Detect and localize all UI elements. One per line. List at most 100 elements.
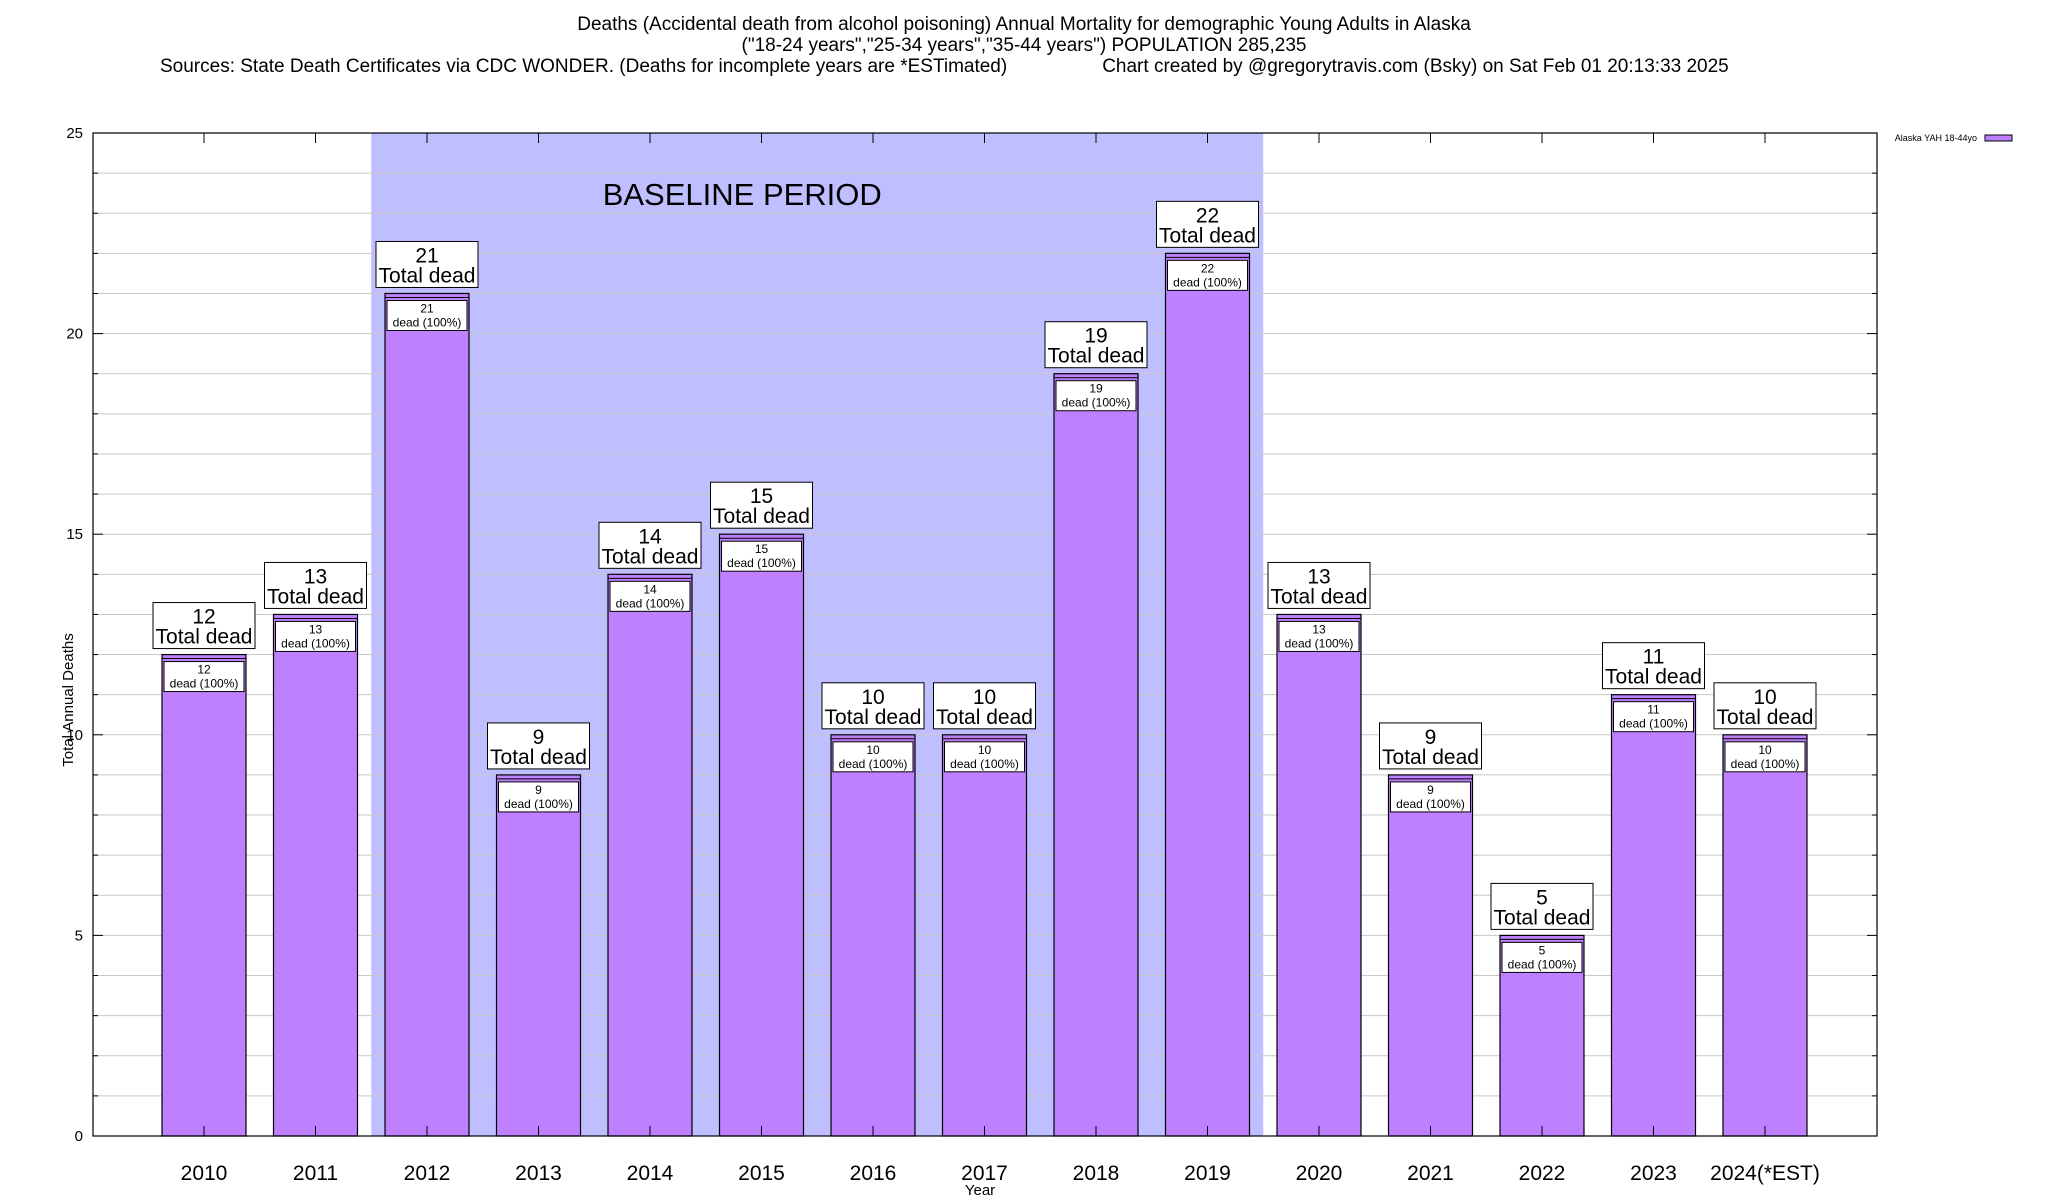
inner-label-box [944, 741, 1025, 773]
chart-title: Deaths (Accidental death from alcohol po… [577, 14, 1471, 35]
bar-2021 [1387, 774, 1474, 1137]
total-value-label: 11 [1643, 646, 1665, 669]
total-value-label: 21 [415, 244, 438, 267]
total-value-label: 10 [861, 686, 884, 709]
total-label-box [598, 521, 702, 569]
bar-2016 [830, 734, 916, 1137]
total-label-box [264, 561, 367, 609]
inner-percent-label: dead (100%) [504, 797, 573, 811]
inner-percent-label: dead (100%) [170, 677, 239, 691]
y-axis-label: Total Annual Deaths [60, 633, 78, 767]
x-tick-label: 2011 [293, 1162, 338, 1185]
total-dead-label: Total dead [713, 505, 810, 528]
chart-subtitle: ("18-24 years","25-34 years","35-44 year… [741, 35, 1307, 56]
inner-label-box [1055, 380, 1137, 412]
x-tick-label: 2018 [1073, 1162, 1120, 1185]
x-tick-label: 2013 [515, 1162, 562, 1185]
total-dead-label: Total dead [1494, 906, 1591, 929]
inner-label-box [275, 620, 356, 652]
x-tick-label: 2020 [1296, 1162, 1343, 1185]
inner-value-label: 10 [866, 743, 880, 757]
total-value-label: 5 [1536, 886, 1548, 909]
baseline-label: BASELINE PERIOD [603, 177, 882, 212]
inner-percent-label: dead (100%) [393, 315, 462, 329]
total-dead-label: Total dead [1159, 224, 1256, 247]
legend-label: Alaska YAH 18-44yo [1895, 133, 1977, 143]
total-value-label: 13 [1307, 565, 1330, 588]
total-value-label: 19 [1084, 325, 1107, 348]
total-label-box [152, 602, 256, 650]
bar-2015 [718, 533, 805, 1137]
inner-value-label: 15 [755, 542, 769, 556]
total-dead-label: Total dead [1271, 585, 1368, 608]
total-dead-label: Total dead [490, 746, 587, 769]
total-value-label: 10 [973, 686, 996, 709]
inner-label-box [1501, 941, 1583, 973]
inner-percent-label: dead (100%) [616, 596, 685, 610]
inner-percent-label: dead (100%) [1731, 757, 1800, 771]
inner-value-label: 9 [1427, 783, 1434, 797]
total-dead-label: Total dead [1717, 706, 1814, 729]
bar-2012 [384, 292, 470, 1137]
inner-value-label: 13 [309, 622, 323, 636]
y-tick-label: 10 [66, 727, 83, 744]
inner-value-label: 12 [197, 663, 211, 677]
total-value-label: 9 [533, 726, 545, 749]
x-tick-label: 2023 [1630, 1162, 1677, 1185]
total-value-label: 10 [1753, 686, 1776, 709]
total-label-box [1156, 200, 1259, 248]
total-label-box [1602, 642, 1705, 690]
total-value-label: 13 [304, 565, 327, 588]
inner-percent-label: dead (100%) [1062, 396, 1131, 410]
inner-label-box [1278, 620, 1360, 652]
chart-sources-line: Sources: State Death Certificates via CD… [0, 56, 2048, 77]
total-label-box [1379, 722, 1482, 770]
total-label-box [1713, 682, 1817, 730]
bar-2019 [1164, 252, 1251, 1137]
total-dead-label: Total dead [379, 264, 476, 287]
chart-sources: Sources: State Death Certificates via CD… [160, 56, 1008, 77]
total-dead-label: Total dead [156, 626, 253, 649]
total-label-box [710, 481, 813, 529]
inner-value-label: 10 [1758, 743, 1772, 757]
total-value-label: 12 [192, 606, 215, 629]
total-label-box [1044, 321, 1148, 369]
x-tick-label: 2024(*EST) [1710, 1162, 1820, 1185]
x-tick-label: 2014 [627, 1162, 674, 1185]
inner-value-label: 5 [1539, 943, 1546, 957]
y-tick-label: 5 [75, 927, 83, 944]
y-tick-label: 20 [66, 326, 83, 343]
inner-label-box [163, 661, 245, 693]
total-label-box [487, 722, 590, 770]
inner-percent-label: dead (100%) [1396, 797, 1465, 811]
x-tick-label: 2019 [1184, 1162, 1231, 1185]
total-dead-label: Total dead [602, 545, 699, 568]
total-value-label: 22 [1196, 204, 1219, 227]
bar-2013 [495, 774, 582, 1137]
inner-percent-label: dead (100%) [281, 636, 350, 650]
inner-label-box [386, 299, 468, 331]
total-label-box [933, 682, 1036, 730]
total-label-box [375, 240, 479, 288]
inner-percent-label: dead (100%) [1173, 275, 1242, 289]
plot-border [92, 132, 1878, 1137]
bar-2020 [1276, 613, 1362, 1137]
total-dead-label: Total dead [825, 706, 922, 729]
inner-label-box [1724, 741, 1806, 773]
inner-label-box [1390, 781, 1471, 813]
bar-2024(*EST) [1722, 734, 1808, 1137]
x-tick-label: 2017 [961, 1162, 1008, 1185]
bar-2010 [161, 653, 247, 1137]
x-tick-label: 2022 [1519, 1162, 1566, 1185]
inner-percent-label: dead (100%) [727, 556, 796, 570]
total-dead-label: Total dead [267, 585, 364, 608]
total-dead-label: Total dead [1382, 746, 1479, 769]
inner-value-label: 14 [643, 582, 657, 596]
x-tick-label: 2016 [850, 1162, 897, 1185]
total-label-box [1267, 561, 1371, 609]
total-dead-label: Total dead [936, 706, 1033, 729]
y-tick-label: 25 [66, 125, 83, 142]
bar-2011 [272, 613, 359, 1137]
inner-label-box [1613, 701, 1694, 733]
